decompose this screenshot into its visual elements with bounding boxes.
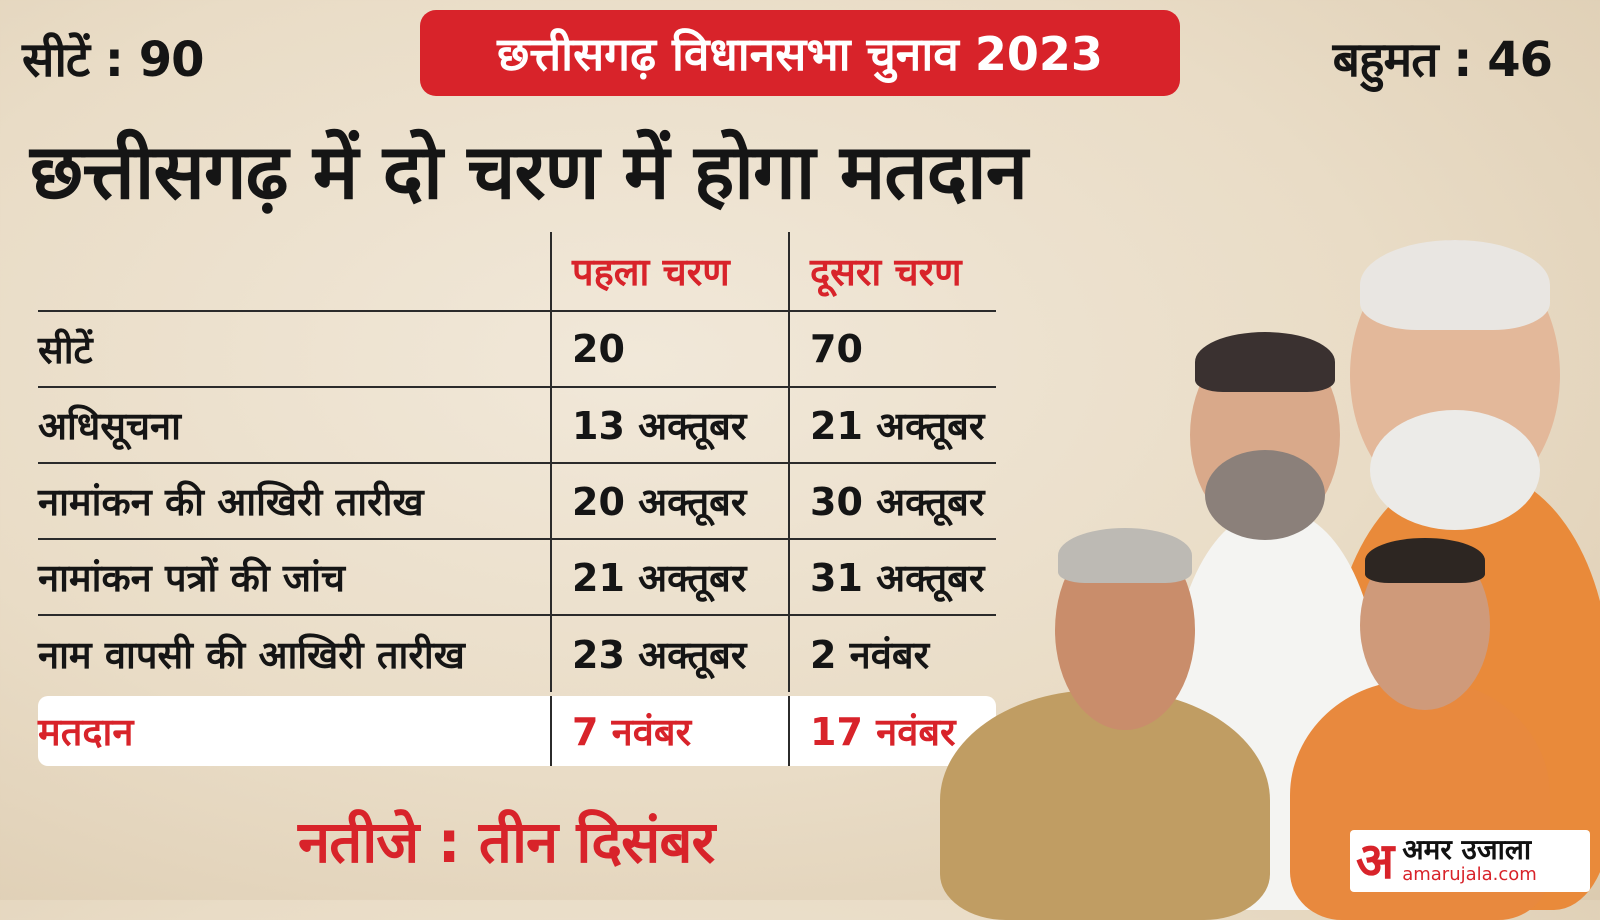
logo-mark: अ: [1356, 832, 1395, 890]
schedule-table: पहला चरण दूसरा चरण सीटें 20 70 अधिसूचना …: [38, 232, 996, 766]
phase-2-value: 2 नवंबर: [788, 616, 996, 692]
person-beard: [1370, 410, 1540, 530]
majority-label: बहुमत : 46: [1332, 32, 1553, 88]
header-phase-2: दूसरा चरण: [788, 232, 996, 310]
phase-2-value: 17 नवंबर: [788, 696, 996, 766]
phase-1-value: 7 नवंबर: [550, 696, 788, 766]
person-hair: [1365, 538, 1485, 583]
seats-label: सीटें : 90: [22, 32, 204, 88]
row-label: सीटें: [38, 328, 93, 372]
logo-url: amarujala.com: [1402, 864, 1537, 886]
row-label: अधिसूचना: [38, 404, 181, 448]
row-label: नाम वापसी की आखिरी तारीख: [38, 633, 465, 677]
phase-1-value: 21 अक्तूबर: [550, 540, 788, 614]
person-hair: [1360, 240, 1550, 330]
table-row: नाम वापसी की आखिरी तारीख 23 अक्तूबर 2 नव…: [38, 616, 996, 692]
person-hair: [1195, 332, 1335, 392]
person-photo: [940, 690, 1270, 920]
person-hair: [1058, 528, 1192, 583]
politicians-photo-collage: [940, 240, 1600, 920]
table-row: नामांकन पत्रों की जांच 21 अक्तूबर 31 अक्…: [38, 540, 996, 616]
phase-1-value: 20: [550, 312, 788, 386]
row-label: नामांकन पत्रों की जांच: [38, 556, 346, 600]
phase-2-value: 70: [788, 312, 996, 386]
table-row: अधिसूचना 13 अक्तूबर 21 अक्तूबर: [38, 388, 996, 464]
row-label: मतदान: [38, 710, 134, 754]
headline: छत्तीसगढ़ में दो चरण में होगा मतदान: [30, 127, 1028, 216]
header-phase-1: पहला चरण: [550, 232, 788, 310]
phase-1-value: 20 अक्तूबर: [550, 464, 788, 538]
phase-1-value: 23 अक्तूबर: [550, 616, 788, 692]
logo-name: अमर उजाला: [1402, 833, 1532, 867]
amar-ujala-logo: अ अमर उजाला amarujala.com: [1350, 830, 1590, 892]
table-row: नामांकन की आखिरी तारीख 20 अक्तूबर 30 अक्…: [38, 464, 996, 540]
phase-1-value: 13 अक्तूबर: [550, 388, 788, 462]
table-row: सीटें 20 70: [38, 312, 996, 388]
row-label: नामांकन की आखिरी तारीख: [38, 480, 424, 524]
phase-2-value: 30 अक्तूबर: [788, 464, 996, 538]
phase-2-value: 21 अक्तूबर: [788, 388, 996, 462]
table-header-row: पहला चरण दूसरा चरण: [38, 232, 996, 312]
person-beard: [1205, 450, 1325, 540]
title-tag: छत्तीसगढ़ विधानसभा चुनाव 2023: [420, 10, 1180, 96]
phase-2-value: 31 अक्तूबर: [788, 540, 996, 614]
result-date: नतीजे : तीन दिसंबर: [298, 808, 715, 876]
header-empty: [38, 232, 550, 310]
table-row-voting: मतदान 7 नवंबर 17 नवंबर: [38, 696, 996, 766]
